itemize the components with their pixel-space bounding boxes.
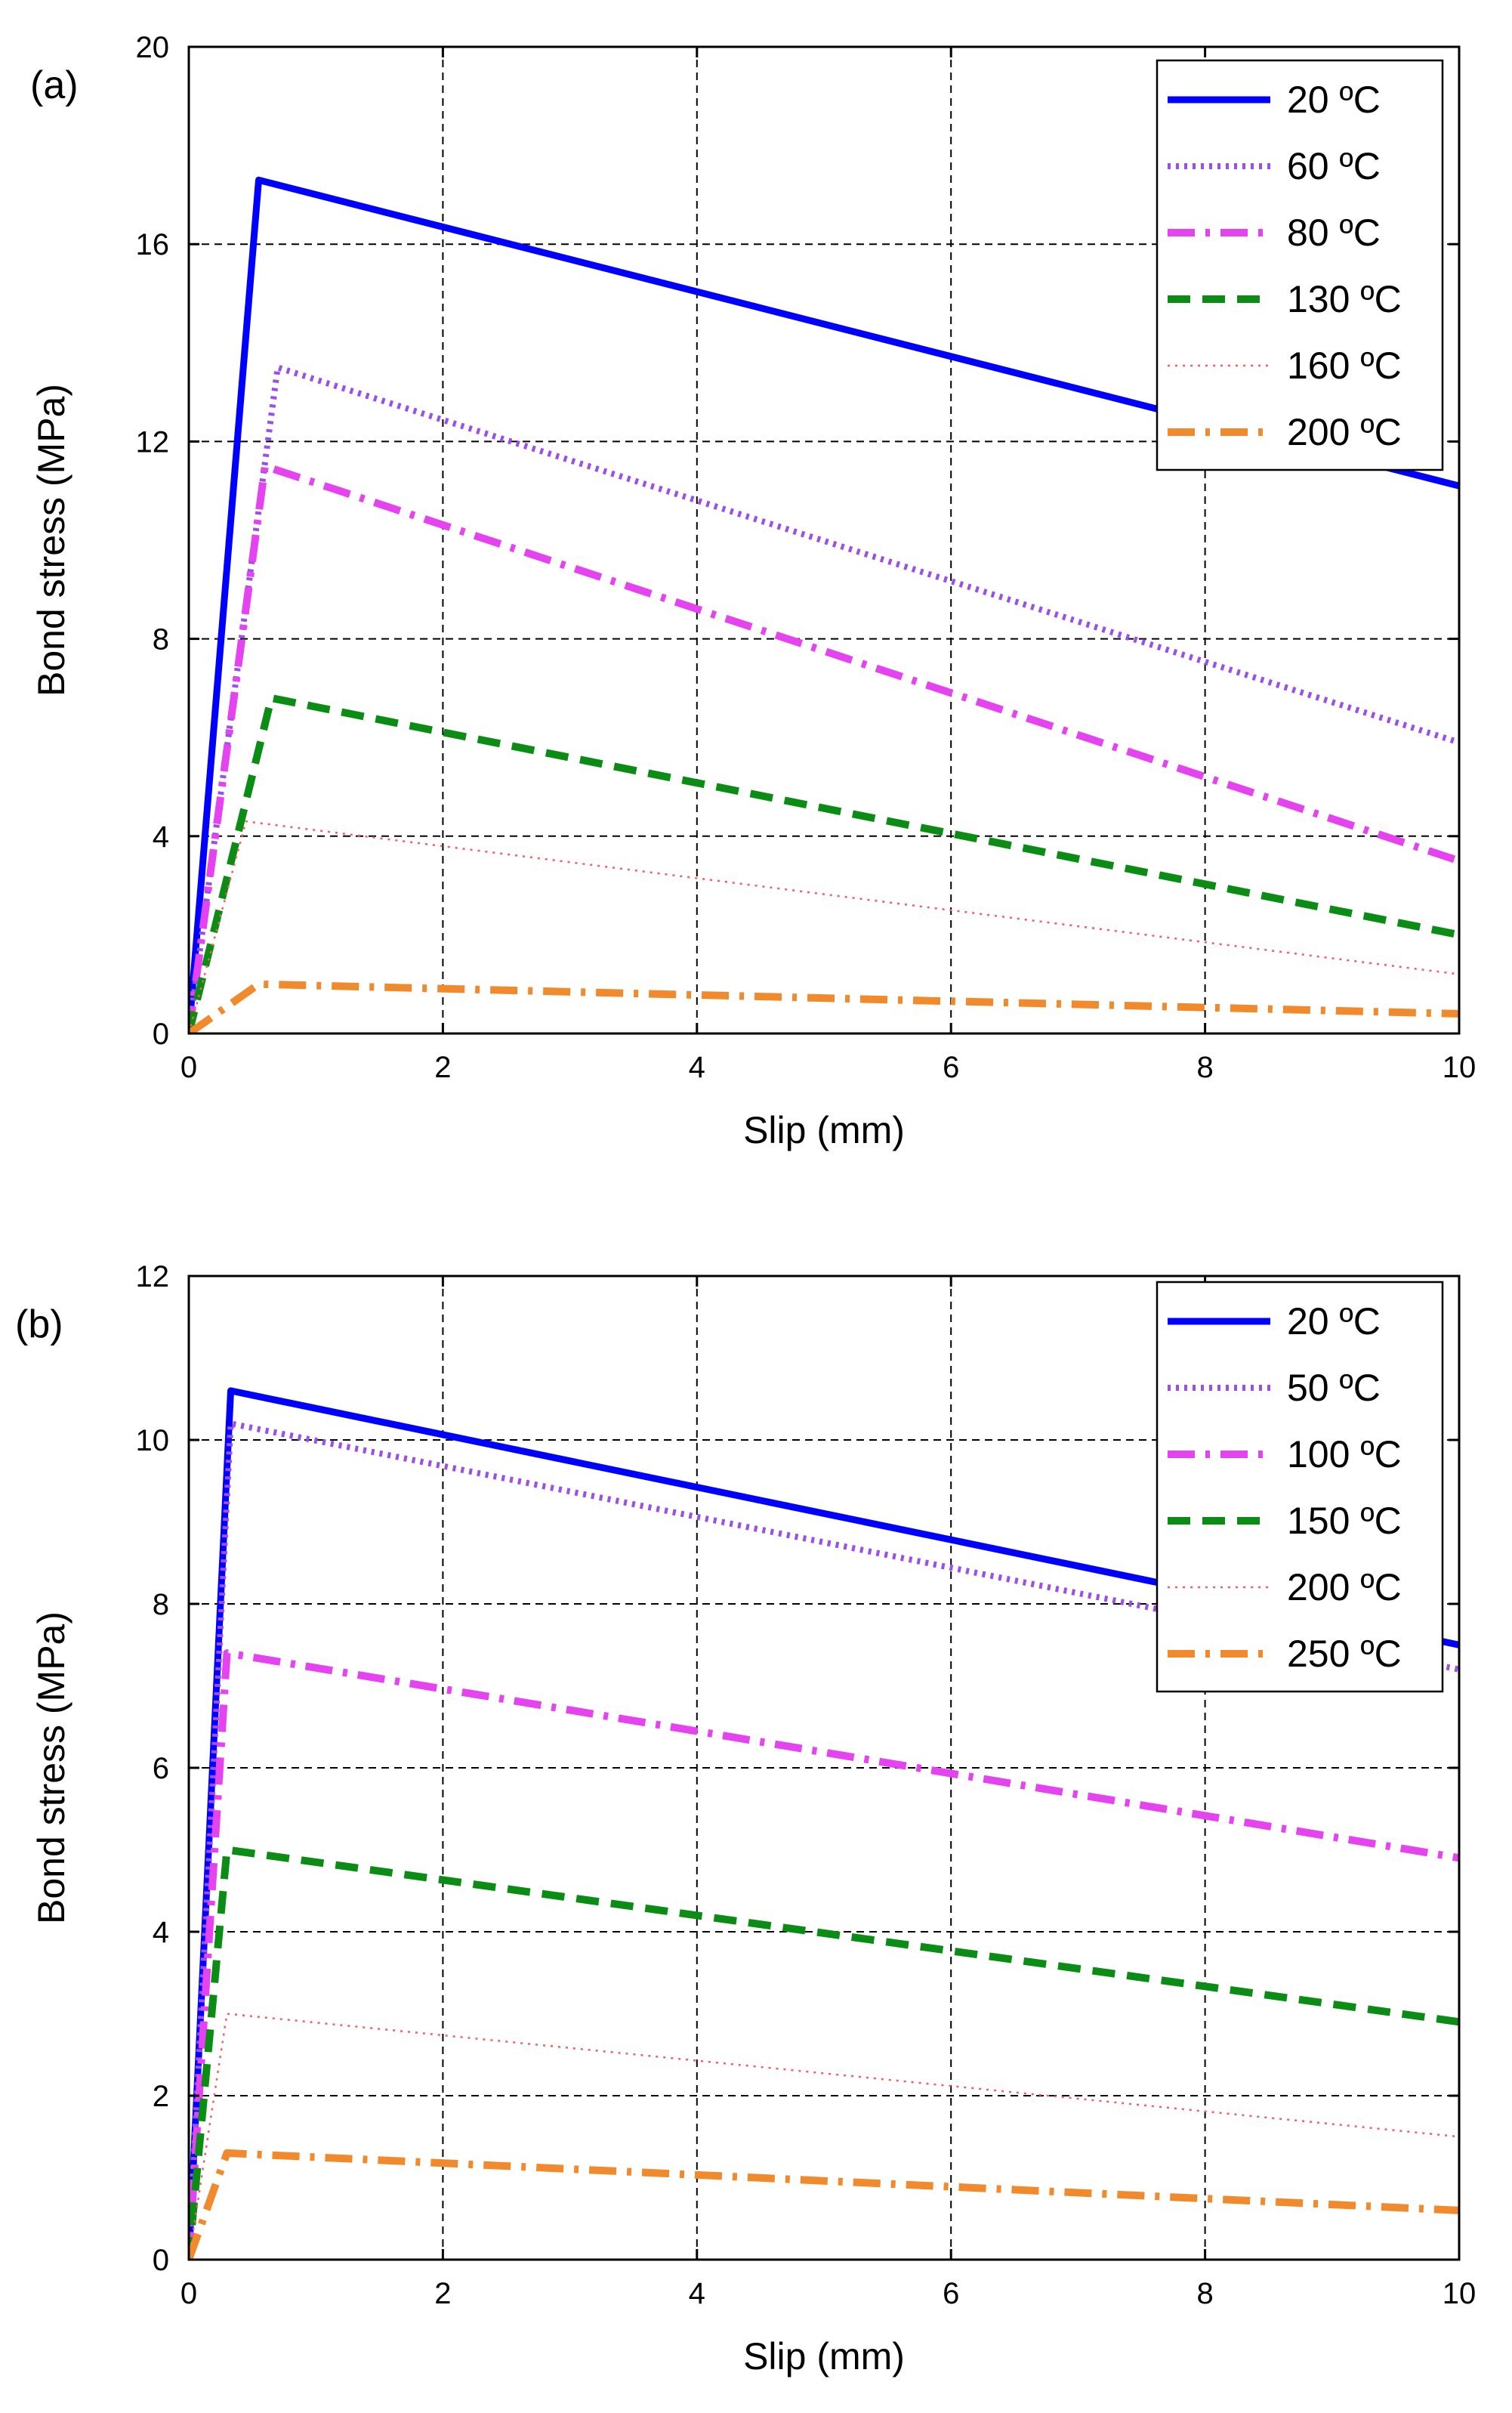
y-tick-label: 2 <box>153 2080 169 2113</box>
y-tick-label: 6 <box>153 1752 169 1785</box>
y-tick-label: 4 <box>153 1916 169 1949</box>
series-line-4 <box>189 1846 1459 2260</box>
series-line-3 <box>189 462 1459 1033</box>
x-tick-label: 0 <box>181 1051 197 1084</box>
legend-label-4: 150 ºC <box>1287 1500 1402 1542</box>
series-line-2 <box>189 364 1459 1033</box>
x-tick-label: 0 <box>181 2277 197 2310</box>
series-line-1 <box>189 1387 1459 2260</box>
y-tick-label: 8 <box>153 623 169 657</box>
x-tick-label: 6 <box>943 2277 959 2310</box>
y-tick-label: 0 <box>153 1018 169 1051</box>
y-tick-label: 12 <box>136 1260 170 1293</box>
legend-label-3: 100 ºC <box>1287 1433 1402 1475</box>
x-tick-label: 6 <box>943 1051 959 1084</box>
legend-label-1: 20 ºC <box>1287 1300 1381 1342</box>
legend: 20 ºC 50 ºC 100 ºC 150 ºC 200 ºC 250 ºC <box>1156 1281 1444 1693</box>
y-axis-title: Bond stress (MPa) <box>30 1611 73 1924</box>
legend-label-5: 160 ºC <box>1287 344 1402 387</box>
x-tick-label: 2 <box>434 1051 451 1084</box>
plot-frame <box>187 45 1461 1035</box>
x-axis-title: Slip (mm) <box>743 1109 905 1151</box>
x-tick-label: 8 <box>1196 2277 1213 2310</box>
legend-label-6: 250 ºC <box>1287 1633 1402 1675</box>
legend-label-1: 20 ºC <box>1287 79 1381 121</box>
y-tick-label: 0 <box>153 2244 169 2277</box>
chart-panel-a: 0 2 4 6 8 10 0 4 8 12 16 20 Slip (mm) Bond stress (MP… <box>30 31 1476 1151</box>
x-tick-label: 4 <box>689 2277 705 2310</box>
y-tick-label: 8 <box>153 1588 169 1621</box>
y-tick-label: 4 <box>153 820 169 854</box>
legend-label-5: 200 ºC <box>1287 1566 1402 1608</box>
x-tick-label: 8 <box>1196 1051 1213 1084</box>
x-tick-label: 10 <box>1443 2277 1477 2310</box>
series-line-4 <box>189 694 1459 1033</box>
series-line-1 <box>189 176 1459 1033</box>
y-tick-label: 20 <box>136 31 170 64</box>
panel-label: (b) <box>15 1302 63 1346</box>
series-line-6 <box>189 980 1459 1033</box>
legend-box <box>1156 1281 1444 1693</box>
x-axis-title: Slip (mm) <box>743 2335 905 2377</box>
legend-label-4: 130 ºC <box>1287 278 1402 320</box>
panel-label: (a) <box>30 63 79 107</box>
legend-label-6: 200 ºC <box>1287 411 1402 453</box>
series-line-6 <box>189 2149 1459 2260</box>
series-line-2 <box>189 1420 1459 2260</box>
x-tick-label: 4 <box>689 1051 705 1084</box>
chart-panel-b: 0 2 4 6 8 10 0 2 4 6 8 10 12 Slip (mm) Bond stress (MP… <box>15 1260 1476 2377</box>
legend-label-3: 80 ºC <box>1287 212 1381 254</box>
legend: 20 ºC 60 ºC 80 ºC 130 ºC 160 ºC 200 ºC <box>1156 59 1444 471</box>
y-axis-title: Bond stress (MPa) <box>30 384 73 697</box>
y-tick-label: 16 <box>136 228 170 261</box>
series-line-5 <box>189 2013 1459 2260</box>
legend-label-2: 50 ºC <box>1287 1367 1381 1409</box>
x-tick-label: 10 <box>1443 1051 1477 1084</box>
legend-label-2: 60 ºC <box>1287 145 1381 187</box>
series-line-3 <box>189 1649 1459 2260</box>
x-tick-label: 2 <box>434 2277 451 2310</box>
y-tick-label: 10 <box>136 1424 170 1457</box>
series-line-5 <box>189 820 1459 1033</box>
legend-box <box>1156 59 1444 471</box>
y-tick-label: 12 <box>136 425 170 459</box>
